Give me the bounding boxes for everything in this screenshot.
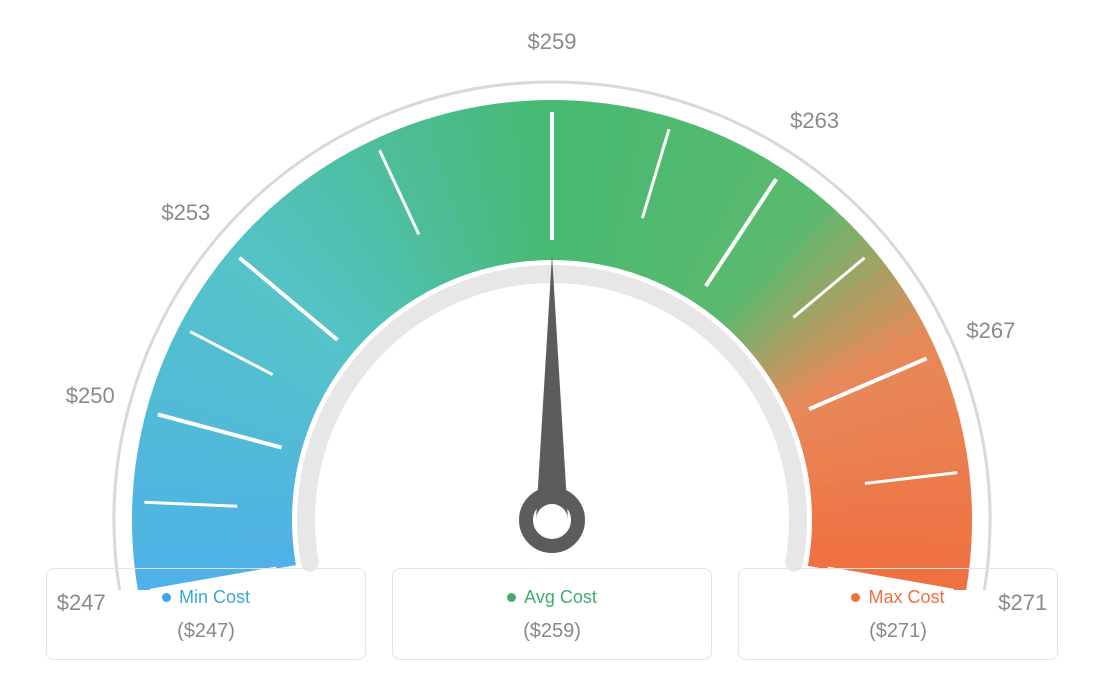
gauge-tick-label: $267 xyxy=(966,318,1015,344)
legend-dot-avg xyxy=(507,593,516,602)
gauge-tick-label: $253 xyxy=(161,200,210,226)
legend-title-min: Min Cost xyxy=(162,587,250,608)
gauge-svg xyxy=(42,30,1062,590)
legend-dot-min xyxy=(162,593,171,602)
legend-dot-max xyxy=(851,593,860,602)
legend-card-max: Max Cost ($271) xyxy=(738,568,1058,660)
legend-value-max: ($271) xyxy=(749,620,1047,643)
legend-value-avg: ($259) xyxy=(403,620,701,643)
legend-row: Min Cost ($247) Avg Cost ($259) Max Cost… xyxy=(0,568,1104,660)
legend-card-min: Min Cost ($247) xyxy=(46,568,366,660)
legend-title-avg: Avg Cost xyxy=(507,587,597,608)
legend-label-min: Min Cost xyxy=(179,587,250,608)
legend-label-avg: Avg Cost xyxy=(524,587,597,608)
legend-value-min: ($247) xyxy=(57,620,355,643)
gauge-tick-label: $263 xyxy=(790,108,839,134)
gauge-tick-label: $259 xyxy=(528,29,577,55)
legend-label-max: Max Cost xyxy=(868,587,944,608)
gauge-tick-label: $250 xyxy=(66,383,115,409)
gauge-chart: $247$250$253$259$263$267$271 xyxy=(0,0,1104,560)
legend-title-max: Max Cost xyxy=(851,587,944,608)
legend-card-avg: Avg Cost ($259) xyxy=(392,568,712,660)
gauge-hub-inner xyxy=(536,504,568,536)
gauge-needle xyxy=(536,255,568,520)
